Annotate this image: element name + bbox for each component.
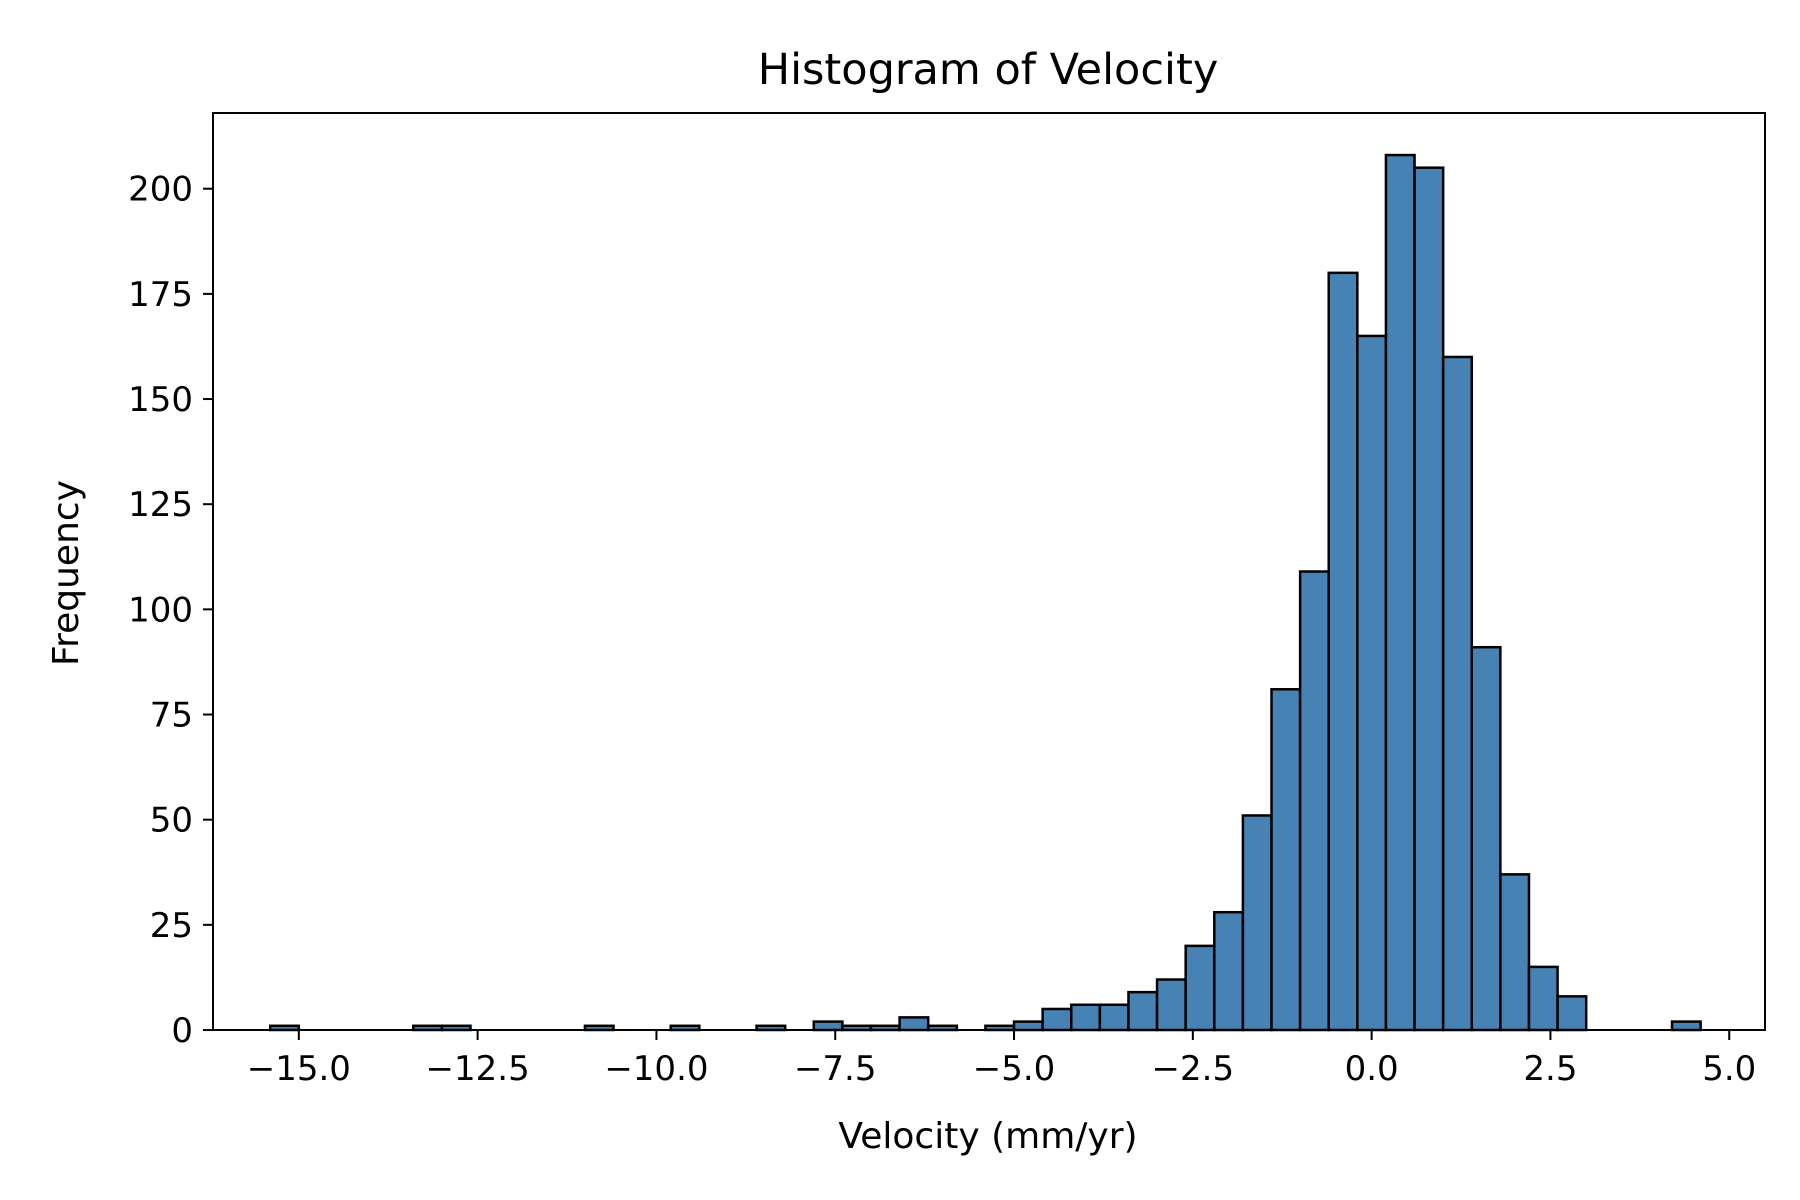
histogram-bar — [1556, 995, 1588, 1032]
histogram-bar — [1012, 1020, 1044, 1032]
x-tick-label: 2.5 — [1523, 1049, 1577, 1089]
histogram-bar — [1499, 873, 1531, 1032]
y-tick-label: 150 — [128, 380, 193, 420]
x-tick-label: 0.0 — [1345, 1049, 1399, 1089]
x-tick-label: −12.5 — [426, 1049, 530, 1089]
histogram-bar — [1213, 910, 1245, 1032]
x-tick-label: 5.0 — [1702, 1049, 1756, 1089]
y-axis-label: Frequency — [46, 480, 87, 666]
x-tick-label: −5.0 — [973, 1049, 1056, 1089]
histogram-bar — [812, 1020, 844, 1032]
x-tick-label: −15.0 — [247, 1049, 351, 1089]
histogram-bar — [898, 1016, 930, 1032]
plot-frame — [212, 112, 1766, 1031]
y-tick-label: 50 — [150, 801, 193, 841]
histogram-bar — [1041, 1007, 1073, 1032]
bars-layer — [268, 153, 1702, 1032]
y-tick-label: 200 — [128, 170, 193, 210]
histogram-bar — [1270, 688, 1302, 1032]
y-tick-label: 125 — [128, 485, 193, 525]
histogram-bar — [1327, 271, 1359, 1032]
histogram-bar — [1413, 166, 1445, 1032]
histogram-bar — [1670, 1020, 1702, 1032]
histogram-bar — [1298, 570, 1330, 1032]
histogram-bar — [1127, 990, 1159, 1032]
histogram-bar — [1356, 334, 1388, 1032]
y-tick-label: 75 — [150, 696, 193, 736]
histogram-bar — [1155, 978, 1187, 1032]
y-tick-label: 100 — [128, 590, 193, 630]
histogram-bar — [1441, 355, 1474, 1032]
histogram-bar — [1070, 1003, 1102, 1032]
x-axis-label: Velocity (mm/yr) — [838, 1116, 1137, 1157]
histogram-bar — [1098, 1003, 1130, 1032]
histogram-bar — [1470, 645, 1502, 1032]
x-tick-label: −10.0 — [604, 1049, 708, 1089]
x-tick-label: −7.5 — [794, 1049, 877, 1089]
ticks-layer: −15.0 −12.5 −10.0 −7.5 −5.0 −2.5 0.0 2.5 5.0 0 25 5… — [128, 170, 1756, 1089]
histogram-bar — [1527, 965, 1559, 1032]
histogram-bar — [1241, 814, 1273, 1032]
y-tick-label: 175 — [128, 275, 193, 315]
histogram-bar — [1384, 153, 1416, 1032]
chart-title: Histogram of Velocity — [758, 45, 1219, 95]
y-tick-label: 25 — [150, 906, 193, 946]
y-tick-label: 0 — [171, 1011, 193, 1051]
x-tick-label: −2.5 — [1152, 1049, 1235, 1089]
histogram-bar — [1184, 944, 1216, 1032]
